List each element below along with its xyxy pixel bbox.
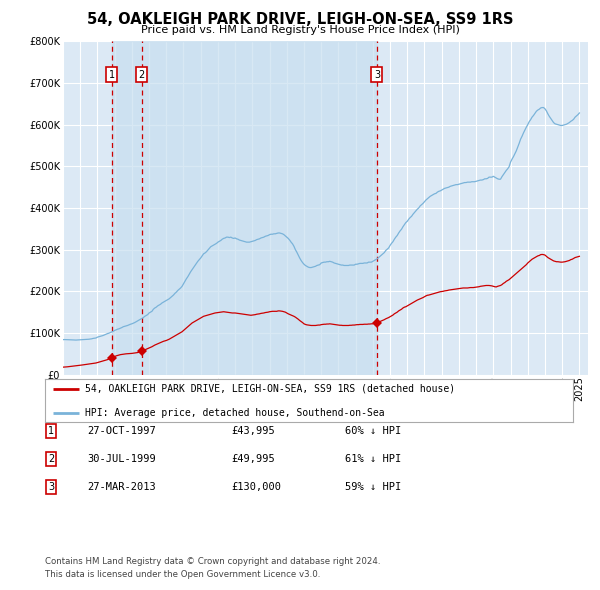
Text: 60% ↓ HPI: 60% ↓ HPI	[345, 426, 401, 435]
Text: 27-OCT-1997: 27-OCT-1997	[87, 426, 156, 435]
Text: 1: 1	[48, 426, 54, 435]
Text: 30-JUL-1999: 30-JUL-1999	[87, 454, 156, 464]
Text: 54, OAKLEIGH PARK DRIVE, LEIGH-ON-SEA, SS9 1RS: 54, OAKLEIGH PARK DRIVE, LEIGH-ON-SEA, S…	[87, 12, 513, 27]
Text: Contains HM Land Registry data © Crown copyright and database right 2024.: Contains HM Land Registry data © Crown c…	[45, 558, 380, 566]
Text: 2: 2	[48, 454, 54, 464]
Text: £43,995: £43,995	[231, 426, 275, 435]
Text: Price paid vs. HM Land Registry's House Price Index (HPI): Price paid vs. HM Land Registry's House …	[140, 25, 460, 35]
Text: 61% ↓ HPI: 61% ↓ HPI	[345, 454, 401, 464]
Text: 3: 3	[374, 70, 380, 80]
Text: 1: 1	[109, 70, 115, 80]
Bar	[112, 41, 377, 375]
Text: 59% ↓ HPI: 59% ↓ HPI	[345, 483, 401, 492]
Text: This data is licensed under the Open Government Licence v3.0.: This data is licensed under the Open Gov…	[45, 571, 320, 579]
Text: £49,995: £49,995	[231, 454, 275, 464]
Text: HPI: Average price, detached house, Southend-on-Sea: HPI: Average price, detached house, Sout…	[85, 408, 384, 418]
Text: 54, OAKLEIGH PARK DRIVE, LEIGH-ON-SEA, SS9 1RS (detached house): 54, OAKLEIGH PARK DRIVE, LEIGH-ON-SEA, S…	[85, 384, 455, 394]
Text: 2: 2	[139, 70, 145, 80]
Text: 3: 3	[48, 483, 54, 492]
Text: 27-MAR-2013: 27-MAR-2013	[87, 483, 156, 492]
Text: £130,000: £130,000	[231, 483, 281, 492]
